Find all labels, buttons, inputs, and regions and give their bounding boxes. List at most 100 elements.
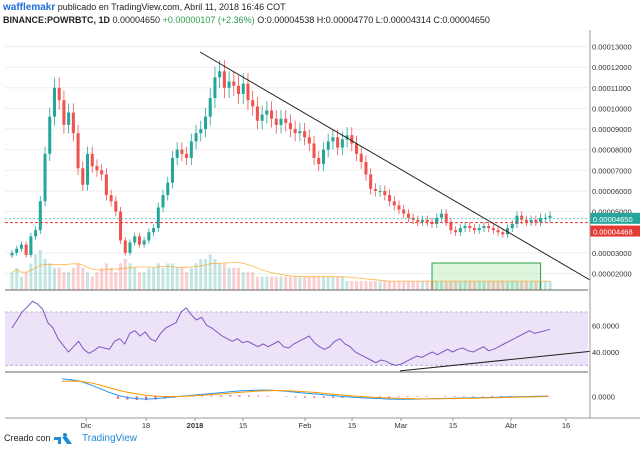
price-tick-label: 0.00002000 (592, 269, 632, 278)
volume-bar (444, 281, 448, 290)
volume-bar (317, 276, 321, 290)
volume-bar (421, 281, 425, 290)
volume-bar (539, 281, 543, 290)
volume-bar (95, 272, 99, 290)
author-name[interactable]: wafflemakr (3, 2, 56, 13)
volume-bar (265, 276, 269, 290)
volume-bar (487, 281, 491, 290)
volume-bar (208, 254, 212, 290)
volume-bar (104, 263, 108, 290)
volume-bar (406, 281, 410, 290)
candle-body (359, 153, 363, 163)
candle-body (237, 85, 241, 94)
macd-histogram-bar (453, 396, 456, 397)
tradingview-brand[interactable]: TradingView (82, 433, 138, 444)
candle-body (435, 217, 439, 224)
price-tick-label: 0.00005000 (592, 208, 632, 217)
macd-histogram-bar (490, 396, 493, 397)
volume-bar (170, 263, 174, 290)
macd-histogram-bar (378, 396, 381, 398)
candle-body (354, 143, 359, 154)
candle-body (307, 137, 311, 144)
last-price-tag (590, 212, 640, 224)
macd-histogram-bar (360, 396, 363, 398)
volume-bar (90, 276, 94, 290)
candle-body (137, 236, 141, 245)
ohlc-values: O:0.00004538 H:0.00004770 L:0.00004314 C… (257, 15, 490, 25)
candle-body (543, 217, 547, 219)
price-tick-label: 0.00010000 (592, 104, 632, 113)
candle-body (350, 135, 354, 144)
volume-bar (373, 281, 377, 290)
volume-bar (246, 272, 250, 290)
volume-bar (439, 281, 443, 290)
candle-body (19, 244, 23, 249)
candle-body (166, 182, 170, 196)
candle-body (383, 190, 387, 196)
rsi-line (11, 300, 551, 366)
macd-histogram-bar (285, 396, 288, 397)
candle-body (477, 228, 481, 231)
candle-body (515, 215, 519, 224)
volume-bar (496, 281, 500, 290)
volume-bar (435, 281, 439, 290)
volume-bar (133, 267, 137, 290)
volume-bar (57, 267, 61, 290)
candle-body (208, 98, 212, 117)
volume-bar (109, 267, 113, 290)
candle-body (472, 228, 477, 231)
candle-body (128, 242, 132, 253)
macd-histogram-bar (416, 396, 419, 397)
candle-body (270, 110, 274, 119)
candle-body (194, 133, 198, 142)
candle-body (317, 157, 321, 165)
candle-body (213, 77, 217, 99)
candle-body (170, 157, 174, 183)
volume-bar (38, 250, 42, 290)
price-tick-label: 0.00009000 (592, 125, 632, 134)
candle-body (373, 188, 377, 191)
macd-histogram-bar (229, 395, 232, 397)
candle-body (90, 153, 94, 167)
candle-body (369, 174, 373, 189)
volume-bar (76, 263, 80, 290)
macd-histogram-bar (332, 396, 335, 398)
highlight-box (431, 262, 542, 291)
candle-body (142, 240, 146, 245)
volume-bar (307, 276, 311, 290)
volume-bar (369, 281, 373, 290)
volume-bar (67, 272, 71, 290)
volume-bar (279, 276, 283, 290)
tradingview-logo-icon[interactable] (52, 431, 80, 447)
candle-body (501, 232, 505, 235)
price-tick-label: 0.00013000 (592, 43, 632, 52)
volume-bar (359, 281, 363, 290)
candle-body (57, 87, 61, 101)
rsi-tick-label: 60.0000 (592, 321, 619, 330)
price-tick-label: 0.00006000 (592, 187, 632, 196)
volume-bar (137, 272, 141, 290)
candle-body (241, 83, 245, 94)
candle-body (62, 100, 66, 125)
volume-bar (331, 276, 335, 290)
volume-bar (24, 272, 28, 290)
macd-histogram-bar (145, 396, 148, 401)
time-tick-label: 15 (449, 421, 457, 430)
candle-body (444, 213, 448, 222)
volume-bar (62, 272, 66, 290)
candle-body (534, 219, 538, 222)
volume-bar (19, 276, 23, 290)
macd-histogram-bar (472, 396, 475, 397)
candle-body (71, 112, 75, 134)
time-tick-label: Mar (395, 421, 408, 430)
volume-bar (34, 254, 38, 290)
volume-bar (142, 272, 146, 290)
candle-body (529, 219, 533, 222)
candle-body (81, 168, 85, 185)
candle-body (321, 149, 325, 165)
volume-bar (147, 267, 151, 290)
macd-histogram-bar (219, 395, 222, 397)
candle-body (487, 226, 491, 229)
rsi-trend-line (399, 350, 591, 372)
